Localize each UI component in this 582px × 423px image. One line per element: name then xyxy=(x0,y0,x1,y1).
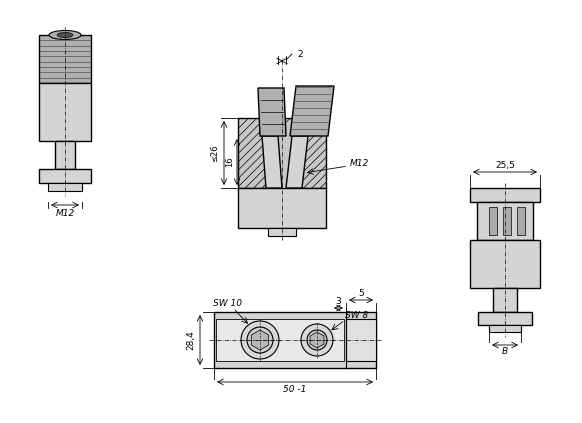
Text: 16: 16 xyxy=(225,157,234,168)
Text: M12: M12 xyxy=(350,159,369,168)
Polygon shape xyxy=(262,136,282,188)
Bar xyxy=(268,228,296,236)
Polygon shape xyxy=(286,136,308,188)
Ellipse shape xyxy=(241,321,279,359)
Text: 5: 5 xyxy=(358,288,364,297)
Bar xyxy=(214,312,376,368)
Polygon shape xyxy=(290,86,334,136)
Text: 2: 2 xyxy=(297,49,303,58)
Bar xyxy=(489,207,497,235)
Ellipse shape xyxy=(247,327,273,353)
Bar xyxy=(470,188,540,202)
Bar xyxy=(48,183,82,191)
Polygon shape xyxy=(238,118,326,188)
Bar xyxy=(489,325,521,332)
Ellipse shape xyxy=(57,33,73,38)
Text: ≤26: ≤26 xyxy=(210,144,219,162)
Ellipse shape xyxy=(307,330,327,350)
Bar xyxy=(216,319,344,361)
Polygon shape xyxy=(258,88,286,136)
Text: SW 10: SW 10 xyxy=(213,299,242,308)
Bar xyxy=(39,83,91,141)
Bar xyxy=(517,207,525,235)
Bar xyxy=(503,207,511,235)
Polygon shape xyxy=(310,332,324,348)
Text: 25,5: 25,5 xyxy=(495,160,515,170)
Bar xyxy=(55,141,75,169)
Text: 50 -1: 50 -1 xyxy=(283,385,307,393)
Bar xyxy=(346,319,376,361)
Ellipse shape xyxy=(301,324,333,356)
Bar xyxy=(477,202,533,240)
Text: SW 8: SW 8 xyxy=(345,311,368,321)
Polygon shape xyxy=(251,330,269,350)
Bar xyxy=(470,240,540,288)
Polygon shape xyxy=(266,123,298,188)
Bar xyxy=(39,169,91,183)
Bar xyxy=(238,188,326,228)
Text: M12: M12 xyxy=(55,209,74,217)
Text: B: B xyxy=(502,348,508,357)
Bar xyxy=(39,35,91,83)
Ellipse shape xyxy=(49,30,81,39)
Text: 28,4: 28,4 xyxy=(186,330,195,350)
Bar xyxy=(493,288,517,312)
Bar xyxy=(478,312,532,325)
Text: 3: 3 xyxy=(336,297,342,307)
